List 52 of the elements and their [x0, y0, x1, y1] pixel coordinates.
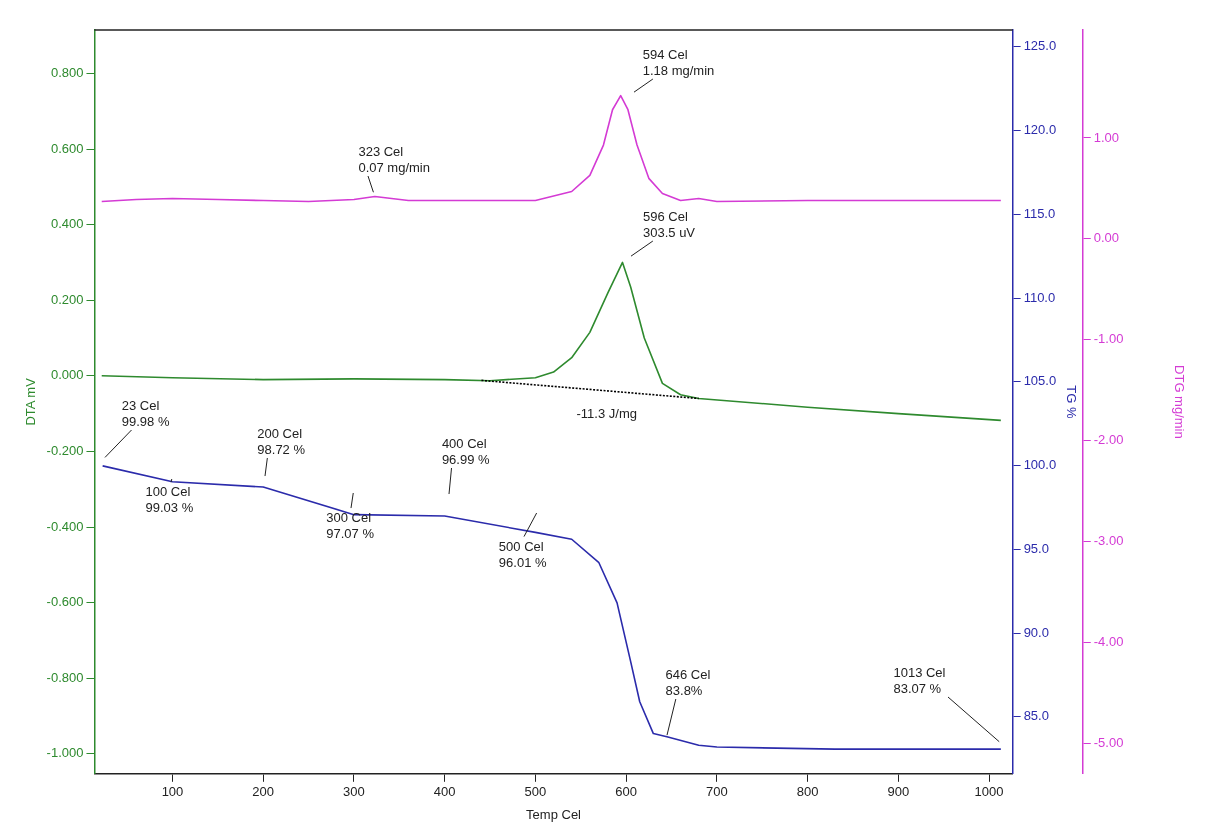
annotation: 646 Cel 83.8% [665, 666, 711, 699]
y-tick-label: 0.800 [50, 65, 84, 81]
y2-tick-label: 105.0 [1023, 373, 1057, 389]
annotation: 594 Cel 1.18 mg/min [642, 47, 715, 80]
y3-tick-label: -5.00 [1093, 735, 1124, 751]
y-tick-label: -0.800 [46, 669, 84, 685]
y2-tick-label: 95.0 [1023, 540, 1049, 556]
y-tick-label: -0.200 [46, 442, 84, 458]
x-tick-label: 500 [524, 784, 547, 800]
y-tick-label: -1.000 [46, 745, 84, 761]
y2-axis-title: TG % [1064, 385, 1080, 419]
annotation: 596 Cel 303.5 uV [643, 209, 696, 242]
x-tick-label: 800 [796, 784, 819, 800]
y3-axis-title: DTG mg/min [1171, 365, 1187, 439]
x-tick-label: 600 [615, 784, 637, 800]
annotation: -11.3 J/mg [576, 405, 637, 422]
x-tick-label: 300 [343, 784, 365, 800]
y2-tick-label: 90.0 [1023, 624, 1049, 640]
y3-tick-label: -4.00 [1093, 634, 1124, 650]
y3-tick-label: 1.00 [1093, 129, 1120, 145]
y2-tick-label: 120.0 [1023, 122, 1057, 138]
y-tick-label: -0.600 [46, 594, 84, 610]
x-tick-label: 400 [433, 784, 456, 800]
y3-tick-label: -3.00 [1093, 533, 1124, 549]
y-tick-label: -0.400 [46, 518, 84, 534]
y2-tick-label: 110.0 [1023, 289, 1056, 305]
x-axis-title: Temp Cel [526, 806, 582, 822]
annotation: 300 Cel 97.07 % [326, 510, 374, 543]
x-tick-label: 100 [161, 784, 184, 800]
y3-tick-label: -2.00 [1093, 432, 1124, 448]
annotation: 1013 Cel 83.07 % [893, 664, 946, 697]
annotation: 200 Cel 98.72 % [257, 425, 306, 458]
y-tick-label: 0.400 [50, 216, 84, 232]
y3-tick-label: 0.00 [1093, 230, 1120, 246]
annotation: 400 Cel 96.99 % [441, 435, 490, 468]
y2-tick-label: 100.0 [1023, 457, 1057, 473]
y2-tick-label: 115.0 [1023, 205, 1056, 221]
y-axis-title: DTA mV [23, 377, 39, 426]
annotation: 100 Cel 99.03 % [145, 484, 194, 517]
x-tick-label: 1000 [974, 784, 1004, 800]
y-tick-label: 0.200 [50, 291, 84, 307]
y2-tick-label: 125.0 [1023, 38, 1057, 54]
annotation: 500 Cel 96.01 % [498, 539, 547, 571]
annotation: 323 Cel 0.07 mg/min [358, 143, 430, 176]
y2-tick-label: 85.0 [1023, 708, 1049, 724]
x-tick-label: 900 [887, 784, 910, 800]
x-tick-label: 200 [252, 784, 275, 800]
x-tick-label: 700 [706, 784, 728, 800]
y-tick-label: 0.000 [50, 367, 84, 383]
y3-tick-label: -1.00 [1093, 331, 1124, 347]
y-tick-label: 0.600 [50, 140, 84, 156]
annotation: 23 Cel 99.98 % [121, 398, 170, 431]
